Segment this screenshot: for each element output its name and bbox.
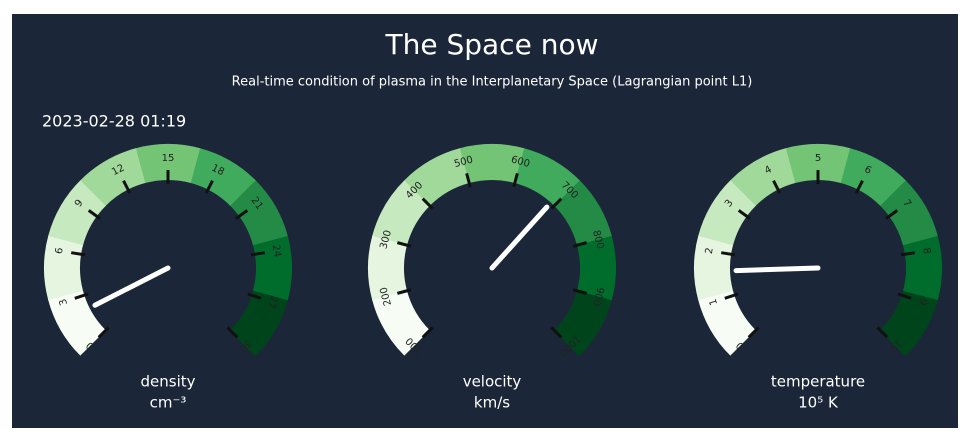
gauge-band bbox=[785, 144, 851, 184]
gauge-tick bbox=[897, 292, 912, 300]
gauge-tick-label: 2 bbox=[704, 247, 716, 255]
gauge-tick bbox=[122, 180, 132, 194]
gauge-tick-label: 800 bbox=[590, 229, 606, 250]
gauge-tick bbox=[204, 180, 214, 194]
gauge-tick-label: 24 bbox=[270, 244, 283, 258]
gauge-unit: cm⁻³ bbox=[150, 394, 187, 412]
gauge-tick bbox=[572, 288, 588, 295]
gauge-tick-label: 6 bbox=[54, 247, 66, 255]
gauge-tick bbox=[87, 209, 101, 220]
gauge-tick-label: 18 bbox=[210, 163, 226, 179]
gauge-tick-label: 1 bbox=[708, 297, 720, 306]
gauge-band bbox=[879, 290, 938, 357]
gauge-tick-label: 3 bbox=[723, 198, 736, 210]
gauge-tick-label: 5 bbox=[815, 153, 821, 164]
gauge-band bbox=[80, 148, 146, 206]
gauge-band bbox=[902, 235, 942, 301]
gauge-tick bbox=[550, 197, 563, 210]
gauge-band bbox=[372, 290, 430, 356]
gauge-label: temperature bbox=[771, 373, 865, 391]
gauge-band bbox=[553, 290, 612, 357]
gauge-band bbox=[48, 290, 106, 356]
gauge-tick bbox=[900, 251, 916, 257]
gauge-tick bbox=[465, 172, 472, 188]
gauge-tick-label: 8 bbox=[920, 247, 932, 255]
gauge-tick bbox=[396, 241, 412, 248]
gauge-tick bbox=[737, 209, 751, 220]
gauge-tick bbox=[70, 251, 86, 257]
gauge-tick bbox=[854, 180, 864, 194]
gauge-tick bbox=[250, 251, 266, 257]
gauge-tick-label: 9 bbox=[73, 198, 86, 210]
gauge-tick-label: 4 bbox=[763, 164, 774, 177]
gauge-tick bbox=[235, 209, 249, 220]
gauge-needle bbox=[733, 265, 821, 274]
gauge-tick bbox=[396, 288, 412, 295]
subtitle: Real-time condition of plasma in the Int… bbox=[232, 75, 753, 90]
gauge-band bbox=[367, 235, 408, 301]
panel bbox=[12, 14, 958, 428]
gauge-tick-label: 900 bbox=[590, 286, 606, 307]
gauge-band bbox=[135, 144, 201, 184]
gauge-tick bbox=[747, 326, 760, 339]
gauge-tick bbox=[572, 241, 588, 248]
gauge-tick bbox=[421, 326, 434, 339]
gauge-band bbox=[48, 179, 107, 246]
gauge-label: velocity bbox=[463, 373, 522, 391]
timestamp: 2023-02-28 01:19 bbox=[42, 112, 186, 131]
title: The Space now bbox=[385, 28, 599, 61]
gauge-tick-label: 6 bbox=[862, 164, 873, 177]
gauge-tick bbox=[97, 326, 110, 339]
gauge-tick-label: 9 bbox=[916, 297, 928, 306]
gauge-tick-label: 500 bbox=[453, 154, 474, 170]
gauge-band bbox=[554, 180, 612, 246]
gauge-tick-label: 12 bbox=[110, 163, 126, 179]
gauge-band bbox=[230, 180, 288, 246]
gauge-unit: km/s bbox=[474, 394, 510, 412]
gauge-tick-label: 3 bbox=[58, 297, 70, 306]
gauge-tick-label: 600 bbox=[510, 154, 531, 170]
gauge-tick-label: 200 bbox=[378, 286, 394, 307]
gauge-tick bbox=[421, 197, 434, 210]
gauge-band bbox=[576, 235, 616, 301]
gauge-tick-label: 300 bbox=[378, 229, 394, 250]
gauge-band bbox=[698, 179, 757, 246]
gauge-label: density bbox=[141, 373, 196, 391]
gauge-unit: 10⁵ K bbox=[798, 394, 839, 412]
gauge-tick bbox=[724, 292, 739, 300]
gauge-tick bbox=[512, 172, 519, 188]
gauge-band bbox=[190, 148, 257, 207]
gauge-band bbox=[43, 235, 84, 301]
gauge-needle bbox=[92, 265, 171, 308]
gauge-band bbox=[698, 290, 756, 356]
gauge-band bbox=[372, 179, 431, 246]
gauge-band bbox=[730, 148, 796, 206]
gauge-tick-label: 7 bbox=[900, 198, 913, 210]
gauge-tick bbox=[885, 209, 899, 220]
gauge-tick-label: 15 bbox=[162, 153, 175, 164]
gauge-band bbox=[694, 235, 734, 301]
gauge-tick-label: 27 bbox=[265, 294, 279, 310]
gauge-tick bbox=[772, 180, 782, 194]
gauge-tick bbox=[74, 292, 89, 300]
gauge-needle bbox=[489, 204, 550, 271]
gauge-tick bbox=[247, 292, 262, 300]
gauge-tick bbox=[876, 326, 889, 339]
gauge-band bbox=[840, 148, 907, 207]
gauge-band bbox=[229, 290, 288, 357]
gauge-tick bbox=[550, 326, 563, 339]
gauge-band bbox=[459, 144, 525, 184]
gauge-tick bbox=[720, 251, 736, 257]
gauge-band bbox=[514, 148, 581, 207]
gauge-band bbox=[404, 148, 470, 206]
gauge-band bbox=[880, 180, 938, 246]
gauge-tick bbox=[226, 326, 239, 339]
